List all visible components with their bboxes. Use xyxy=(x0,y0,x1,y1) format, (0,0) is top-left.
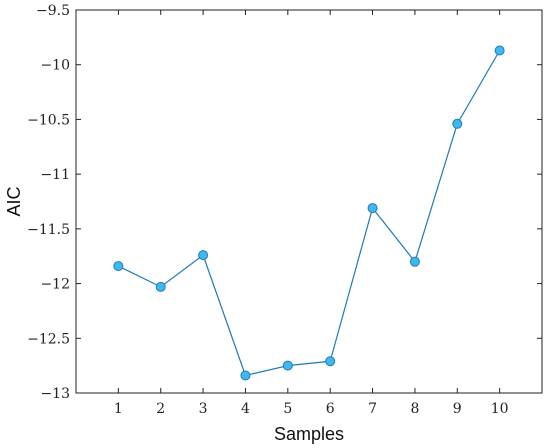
y-tick-label: −13 xyxy=(40,386,70,402)
x-tick-label: 1 xyxy=(114,401,123,417)
y-tick-label: −10.5 xyxy=(27,112,70,128)
x-axis-label: Samples xyxy=(274,424,344,444)
plot-frame xyxy=(75,9,543,394)
y-tick-label: −11 xyxy=(40,167,70,183)
plot-layer: 1 2 3 4 5 6 7 8 9 10 −9.5 −10 −10.5 −11 −11.5 −12 −12.5 −… xyxy=(27,3,543,417)
x-tick-label: 10 xyxy=(491,401,509,417)
data-point xyxy=(198,250,209,261)
y-tick-label: −10 xyxy=(40,58,70,74)
y-tick-label: −12 xyxy=(40,277,70,293)
x-tick-label: 5 xyxy=(283,401,292,417)
y-tick-label: −12.5 xyxy=(27,331,70,347)
data-point xyxy=(155,281,166,292)
data-point xyxy=(325,356,336,367)
y-axis-label: AIC xyxy=(4,186,24,216)
x-tick-label: 6 xyxy=(326,401,335,417)
data-point xyxy=(452,118,463,129)
x-tick-label: 3 xyxy=(199,401,208,417)
data-point xyxy=(367,203,378,214)
data-point xyxy=(240,370,251,381)
x-tick-label: 7 xyxy=(368,401,377,417)
x-tick-label: 9 xyxy=(453,401,462,417)
x-tick-label: 4 xyxy=(241,401,250,417)
y-tick-label: −9.5 xyxy=(36,3,70,19)
x-tick-label: 2 xyxy=(156,401,165,417)
data-point xyxy=(113,261,124,272)
series-line xyxy=(118,50,501,377)
x-tick-label: 8 xyxy=(410,401,419,417)
data-point xyxy=(494,45,505,56)
data-point xyxy=(409,256,420,267)
data-point xyxy=(282,360,293,371)
y-tick-label: −11.5 xyxy=(27,222,70,238)
